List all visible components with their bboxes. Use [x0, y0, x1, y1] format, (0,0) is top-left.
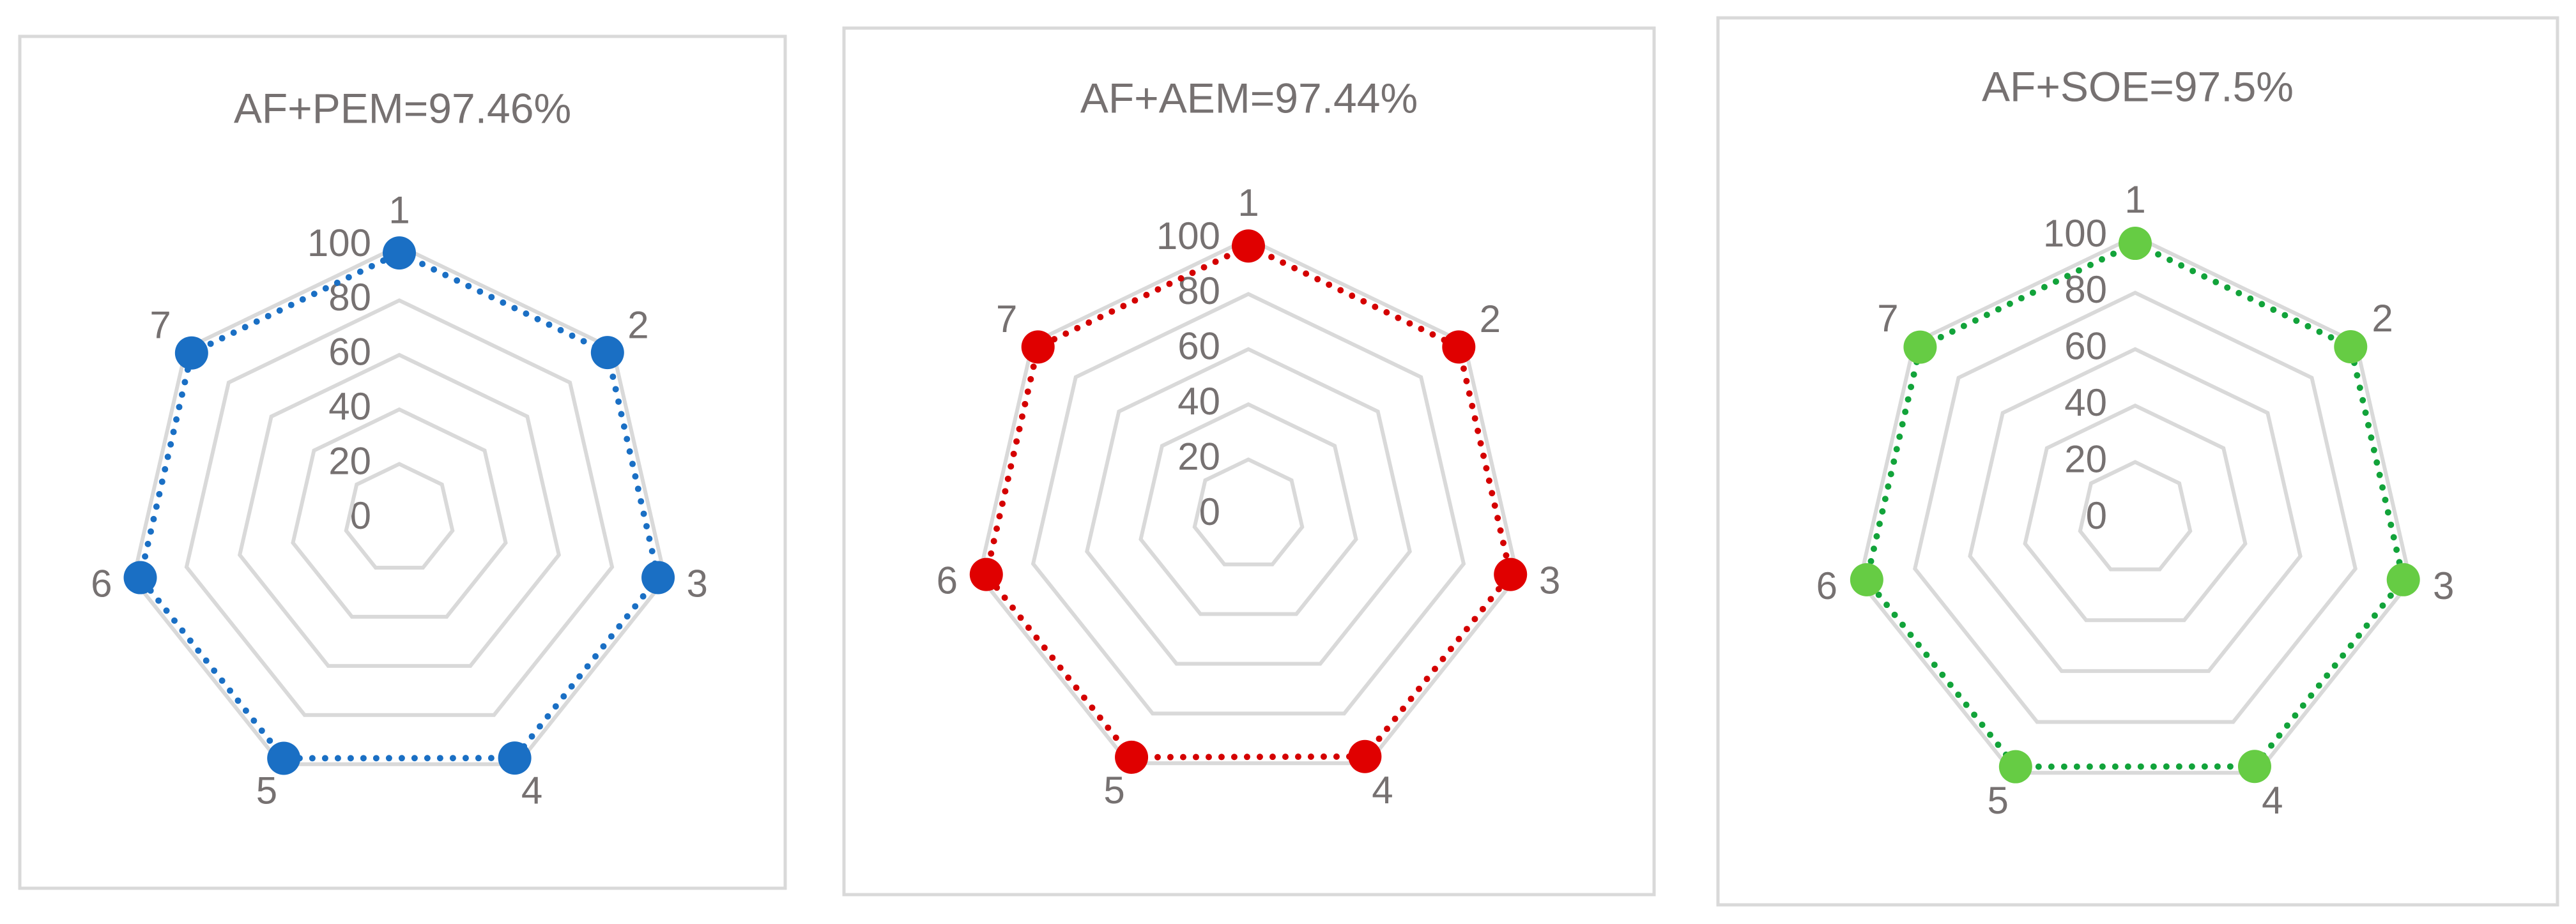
category-label: 7 [150, 304, 171, 347]
data-point [1115, 740, 1149, 774]
y-tick-label: 100 [2043, 212, 2107, 255]
data-point [383, 236, 416, 270]
category-label: 4 [2262, 779, 2283, 822]
grid-ring [1857, 234, 2413, 775]
y-tick-label: 20 [328, 439, 371, 482]
category-label: 4 [1372, 769, 1393, 812]
series-line [983, 242, 1514, 761]
data-point [2334, 330, 2368, 364]
data-point [498, 741, 532, 775]
data-point [1903, 330, 1937, 364]
series-line [137, 249, 662, 762]
y-tick-label: 20 [1177, 435, 1220, 478]
data-point [2237, 750, 2271, 784]
grid-ring [1192, 457, 1305, 566]
category-label: 1 [1238, 181, 1259, 224]
grid-ring [184, 298, 615, 717]
chart-title: AF+AEM=97.44% [1080, 74, 1418, 121]
y-tick-label: 60 [1177, 325, 1220, 368]
y-tick-label: 80 [2064, 268, 2107, 311]
category-label: 1 [388, 189, 410, 232]
data-point [969, 557, 1003, 591]
grid-ring [977, 236, 1520, 766]
data-point [123, 561, 157, 595]
category-label: 2 [2372, 297, 2393, 340]
category-label: 5 [1988, 779, 2009, 822]
radar-chart: AF+SOE=97.5% 0 20 40 60 80 100 1 2 3 4 5 6 7 [1716, 16, 2559, 907]
grid-ring [1085, 347, 1412, 666]
y-tick-label: 60 [328, 331, 371, 374]
y-tick-label: 60 [2064, 325, 2107, 368]
category-label: 7 [996, 298, 1017, 340]
data-point [641, 561, 675, 595]
y-tick-label: 100 [1156, 215, 1220, 257]
data-point [267, 741, 301, 775]
chart-title: AF+PEM=97.46% [234, 84, 571, 132]
y-tick-label: 100 [307, 222, 371, 264]
y-tick-label: 40 [328, 385, 371, 428]
category-label: 5 [1103, 769, 1124, 812]
data-point [1850, 563, 1883, 596]
grid-ring [1138, 402, 1358, 616]
series-line [1863, 239, 2407, 770]
y-tick-label: 40 [2064, 381, 2107, 424]
category-label: 6 [1816, 564, 1837, 607]
category-label: 4 [521, 769, 542, 812]
data-point [1232, 229, 1265, 263]
grid-ring [344, 462, 455, 570]
category-label: 3 [687, 562, 708, 605]
y-tick-label: 40 [1177, 380, 1220, 423]
grid-ring [1968, 347, 2303, 673]
y-tick-label: 20 [2064, 437, 2107, 480]
data-point [2119, 227, 2152, 261]
category-label: 6 [91, 562, 112, 605]
category-label: 1 [2124, 178, 2145, 221]
grid-ring [131, 243, 668, 766]
category-label: 6 [937, 559, 958, 602]
grid-ring [237, 352, 562, 668]
data-point [1348, 739, 1382, 773]
category-label: 5 [256, 769, 277, 812]
grid-ring [1913, 291, 2358, 724]
data-point [1998, 750, 2032, 784]
y-tick-label: 0 [2086, 494, 2107, 537]
category-label: 3 [1539, 559, 1560, 602]
data-point [2386, 563, 2420, 596]
data-point [590, 336, 624, 370]
grid-ring [1031, 292, 1466, 716]
grid-ring [291, 407, 508, 619]
chart-frame [18, 34, 787, 890]
data-point [174, 336, 208, 370]
chart-title: AF+SOE=97.5% [1982, 63, 2294, 110]
grid-ring [2023, 403, 2248, 623]
data-point [1021, 330, 1055, 364]
category-label: 2 [1480, 298, 1501, 340]
grid-ring [2078, 460, 2193, 572]
data-point [1442, 330, 1476, 364]
data-point [1494, 557, 1528, 591]
y-tick-label: 80 [1177, 269, 1220, 312]
category-label: 2 [627, 304, 648, 347]
category-label: 3 [2433, 564, 2454, 607]
category-label: 7 [1877, 297, 1898, 340]
